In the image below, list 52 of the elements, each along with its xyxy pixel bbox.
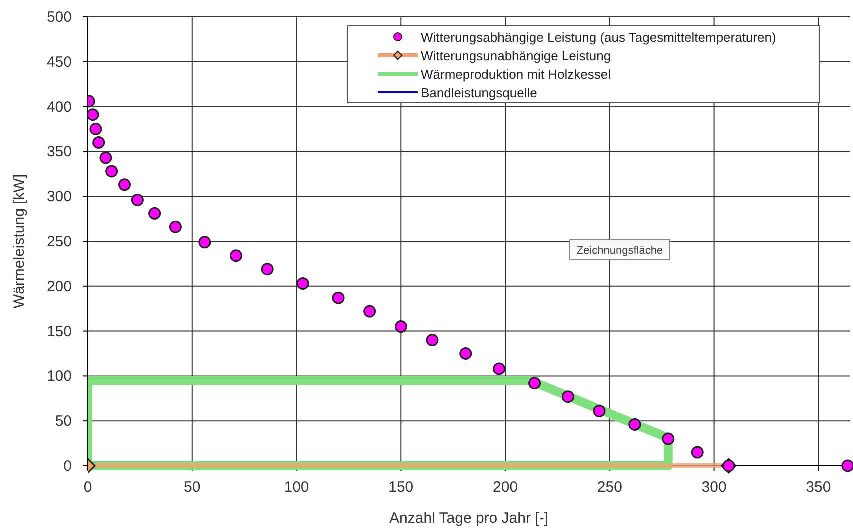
point (460, 348, 472, 360)
point (106, 165, 118, 178)
x-tick-label: 150 (388, 479, 414, 496)
x-tick-label: 0 (84, 479, 92, 496)
point (842, 460, 853, 472)
point (691, 446, 704, 459)
y-axis-title: Wärmeleistung [kW] (11, 174, 28, 309)
x-tick-label: 50 (184, 479, 201, 496)
point (426, 334, 439, 347)
y-tick-label: 150 (46, 323, 72, 340)
point (169, 220, 182, 234)
legend-label: Witterungsunabhängige Leistung (421, 48, 612, 64)
y-tick-label: 500 (46, 9, 72, 26)
x-tick-label: 200 (493, 479, 518, 496)
y-tick-label: 250 (46, 234, 72, 250)
legend-label: Wärmeproduktion mit Holzkessel (421, 67, 612, 82)
point (88, 108, 100, 122)
point (198, 236, 212, 249)
y-tick-label: 350 (46, 144, 72, 161)
point (100, 152, 112, 164)
legend-label: Bandleistungsquelle (421, 86, 538, 100)
point (118, 178, 131, 192)
x-tick-label: 100 (284, 479, 310, 496)
y-tick-label: 0 (64, 458, 72, 475)
point (628, 418, 642, 431)
point (90, 123, 102, 136)
y-tick-label: 50 (55, 413, 72, 430)
y-tick-label: 100 (46, 368, 72, 386)
point (493, 362, 506, 376)
point (528, 377, 542, 390)
point (332, 292, 345, 304)
point (131, 194, 144, 206)
annotation: Zeichnungsfläche (576, 245, 664, 257)
point (394, 320, 408, 334)
point (662, 432, 675, 446)
point (92, 136, 106, 149)
x-tick-label: 300 (702, 479, 727, 496)
point (261, 263, 274, 276)
point (296, 277, 310, 290)
x-tick-label: 250 (597, 479, 622, 496)
y-tick-label: 400 (46, 98, 72, 116)
legend-label: Witterungsabhängige Leistung (aus Tagesmitteltemperaturen) (421, 30, 776, 45)
y-tick-label: 450 (46, 54, 72, 71)
x-axis-title: Anzahl Tage pro Jahr [-] (390, 510, 548, 527)
x-tick-label: 350 (806, 479, 832, 496)
point (148, 207, 162, 220)
point (364, 305, 376, 318)
point (230, 250, 242, 262)
point (562, 390, 574, 404)
y-tick-label: 300 (46, 188, 72, 206)
point (593, 404, 606, 418)
y-tick-label: 200 (46, 278, 72, 296)
